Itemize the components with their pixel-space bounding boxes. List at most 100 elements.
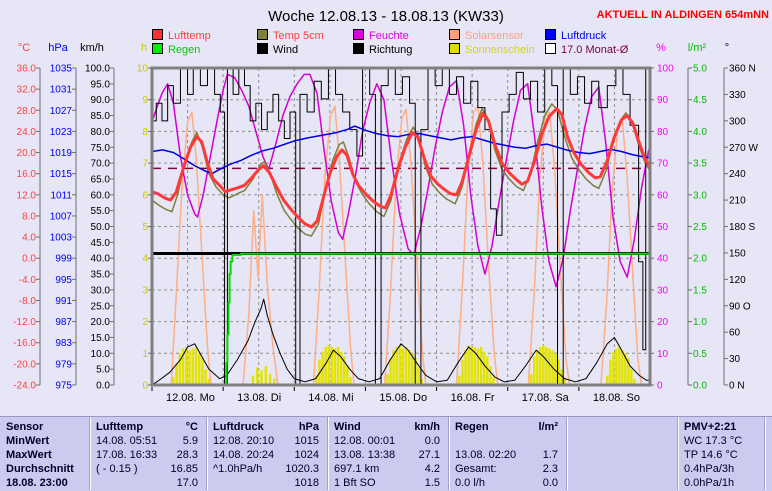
series-sonnenschein-bar (563, 378, 566, 385)
series-sonnenschein-bar (627, 358, 630, 385)
table-cell: 17.0 (90, 476, 207, 490)
table-cell-text: PMV+2:21 (684, 421, 737, 433)
table-cell-pmv: 0.4hPa/3h (678, 462, 765, 476)
series-sonnenschein-bar (188, 350, 191, 385)
windspeed-axis-tick-label: 40.0 (91, 254, 111, 265)
series-sonnenschein-bar (339, 351, 343, 385)
temp-axis-tick-label: 24.0 (17, 127, 37, 138)
table-cell-text: 0.0hPa/1h (684, 477, 735, 489)
rain-axis-tick-label: 4.5 (693, 95, 707, 106)
table-cell-value: km/h (414, 421, 440, 433)
windspeed-axis-tick-label: 55.0 (91, 206, 111, 217)
series-sonnenschein-bar (479, 346, 483, 385)
windspeed-axis-tick-label: 95.0 (91, 79, 111, 90)
x-axis-label: 16.08. Fr (451, 392, 495, 404)
series-sonnenschein-bar (343, 356, 346, 385)
series-sonnenschein-bar (467, 345, 470, 385)
series-sonnenschein-bar (554, 353, 557, 385)
x-axis-label: 12.08. Mo (166, 392, 215, 404)
table-row-label: MaxWert (6, 449, 52, 461)
direction-axis-tick-label: 210 (729, 196, 746, 207)
windspeed-axis-tick-label: 100.0 (85, 64, 110, 75)
series-sonnenschein-bar (609, 359, 612, 385)
x-axis-label: 18.08. So (593, 392, 640, 404)
pressure-axis-tick-label: 999 (55, 254, 72, 265)
windspeed-axis-tick-label: 90.0 (91, 95, 111, 106)
legend-item-solarsensor: Solarsensor (449, 29, 524, 42)
x-axis-label: 17.08. Sa (522, 392, 570, 404)
table-cell: ^1.0hPa/h 1020.3 (207, 462, 328, 476)
legend-label: Wind (273, 44, 299, 56)
pressure-axis-tick-label: 1023 (50, 127, 73, 138)
table-column-separator (566, 417, 568, 490)
temp-axis-tick-label: -24.0 (13, 381, 36, 392)
humidity-axis-tick-label: 20 (657, 317, 669, 328)
direction-axis-tick-label: 90 O (729, 301, 751, 312)
humidity-axis-unit-label: % (656, 42, 666, 54)
rain-axis-tick-label: 2.0 (693, 254, 707, 265)
table-cell: 1 Bft SO 1.5 (328, 476, 449, 490)
sunshine-axis-tick-label: 8 (142, 127, 148, 138)
pressure-axis-tick-label: 1019 (50, 148, 73, 159)
series-sonnenschein-bar (615, 348, 618, 385)
table-cell: Gesamt: 2.3 (449, 462, 567, 476)
table-cell: Regen l/m² (449, 420, 567, 434)
direction-axis-tick-label: 0 N (729, 381, 745, 392)
windspeed-axis-tick-label: 5.0 (96, 365, 110, 376)
series-sonnenschein-bar (260, 370, 263, 385)
legend-item-wind: Wind (257, 43, 299, 56)
table-cell: 14.08. 20:24 1024 (207, 448, 328, 462)
table-cell-pmv: TP 14.6 °C (678, 448, 765, 462)
table-cell: 697.1 km 4.2 (328, 462, 449, 476)
series-sonnenschein-bar (492, 377, 495, 385)
pressure-axis-tick-label: 1031 (50, 85, 73, 96)
series-luftdruck (152, 125, 650, 175)
legend-label: Solarsensor (465, 30, 524, 42)
temp-axis-tick-label: 4.0 (22, 233, 36, 244)
humidity-axis-tick-label: 10 (657, 349, 669, 360)
sunshine-axis-tick-label: 10 (137, 64, 149, 75)
table-cell-value: 0.0 (542, 477, 558, 489)
pressure-axis-tick-label: 987 (55, 317, 72, 328)
table-cell-value: 27.1 (418, 449, 440, 461)
legend-label: Lufttemp (168, 30, 211, 42)
sunshine-axis-tick-label: 9 (142, 95, 148, 106)
humidity-axis-tick-label: 60 (657, 190, 669, 201)
series-sonnenschein-bar (612, 351, 615, 385)
legend-item-richtung: Richtung (353, 43, 412, 56)
series-sonnenschein-bar (529, 373, 533, 385)
series-sonnenschein-bar (327, 345, 331, 385)
table-cell-text: 0.4hPa/3h (684, 463, 735, 475)
table-cell-value: 17.0 (176, 477, 198, 489)
windspeed-axis-tick-label: 85.0 (91, 111, 111, 122)
series-sonnenschein-bar (333, 348, 337, 385)
series-sonnenschein-bar (330, 346, 334, 385)
rain-axis-tick-label: 3.0 (693, 190, 707, 201)
table-cell: Luftdruck hPa (207, 420, 328, 434)
temp-axis-tick-label: 20.0 (17, 148, 37, 159)
table-cell-value: °C (185, 421, 198, 433)
humidity-axis-tick-label: 0 (657, 381, 663, 392)
series-sonnenschein-bar (392, 350, 395, 385)
legend-swatch (545, 29, 556, 40)
series-sonnenschein-bar (273, 378, 276, 385)
table-cell-value: 4.2 (424, 463, 440, 475)
series-sonnenschein-bar (401, 348, 405, 385)
legend-label: Sonnenschein (465, 44, 535, 56)
series-sonnenschein-bar (256, 367, 259, 385)
legend-label: Regen (168, 44, 201, 56)
temp-axis-unit-label: °C (18, 42, 30, 54)
table-cell-value: 0.0 (424, 435, 440, 447)
table-column-separator (677, 417, 679, 490)
direction-axis-tick-label: 30 (729, 354, 741, 365)
series-sonnenschein-bar (346, 365, 349, 385)
legend-label: Luftdruck (561, 30, 607, 42)
pressure-axis-tick-label: 1007 (50, 211, 73, 222)
table-cell-value: 1018 (294, 477, 319, 489)
series-sonnenschein-bar (461, 359, 464, 385)
temp-axis-tick-label: 16.0 (17, 169, 37, 180)
series-sonnenschein-bar (411, 353, 414, 385)
series-sonnenschein-bar (264, 365, 268, 385)
series-sonnenschein-bar (470, 346, 474, 385)
series-sonnenschein-bar (621, 350, 624, 385)
